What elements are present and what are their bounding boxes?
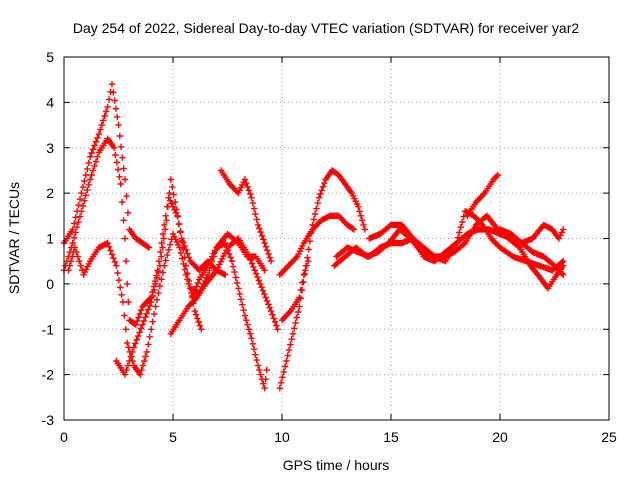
- x-axis-label: GPS time / hours: [283, 457, 390, 473]
- y-tick-label: 4: [46, 94, 54, 110]
- x-tick-label: 10: [274, 429, 290, 445]
- series-trace-h: [276, 167, 368, 392]
- series-trace-n: [464, 171, 501, 219]
- x-tick-label: 5: [169, 429, 177, 445]
- series-trace-g: [187, 239, 270, 392]
- y-axis-label: SDTVAR / TECUs: [6, 182, 22, 294]
- series-trace-c: [65, 230, 268, 378]
- series-trace-m: [366, 208, 567, 274]
- x-tick-label: 20: [492, 429, 508, 445]
- x-tick-label: 15: [383, 429, 399, 445]
- series-trace-e: [167, 235, 281, 337]
- plus-markers: [276, 167, 368, 392]
- y-tick-label: 0: [46, 276, 54, 292]
- plus-markers: [278, 258, 312, 324]
- y-tick-label: -3: [42, 412, 55, 428]
- axis-ticks: 0 5 10 15 20 25 -3 -2 -1 0 1 2 3 4 5: [42, 49, 617, 445]
- plus-markers: [167, 235, 281, 337]
- plus-markers: [464, 171, 501, 219]
- plus-markers: [366, 208, 567, 274]
- chart-title: Day 254 of 2022, Sidereal Day-to-day VTE…: [73, 20, 579, 36]
- y-tick-label: 3: [46, 140, 54, 156]
- series-trace-i: [276, 212, 358, 278]
- data-marks: [60, 81, 567, 392]
- y-tick-label: -2: [42, 367, 55, 383]
- y-tick-label: 2: [46, 185, 54, 201]
- plus-markers: [60, 81, 153, 251]
- plus-markers: [187, 239, 270, 392]
- x-tick-label: 25: [601, 429, 617, 445]
- y-tick-label: 5: [46, 49, 54, 65]
- series-trace-a: [60, 81, 153, 251]
- plus-markers: [276, 212, 358, 278]
- series-trace-f: [217, 167, 275, 265]
- y-tick-label: 1: [46, 231, 54, 247]
- x-tick-label: 0: [60, 429, 68, 445]
- plus-markers: [113, 176, 229, 378]
- plus-markers: [65, 230, 268, 378]
- series-trace-o: [496, 221, 567, 247]
- y-tick-label: -1: [42, 321, 55, 337]
- plot-frame: [63, 56, 610, 421]
- grid-lines: [64, 57, 609, 420]
- plus-markers: [217, 167, 275, 265]
- plus-markers: [496, 221, 567, 247]
- series-trace-d: [113, 176, 229, 378]
- series-trace-j: [278, 258, 312, 324]
